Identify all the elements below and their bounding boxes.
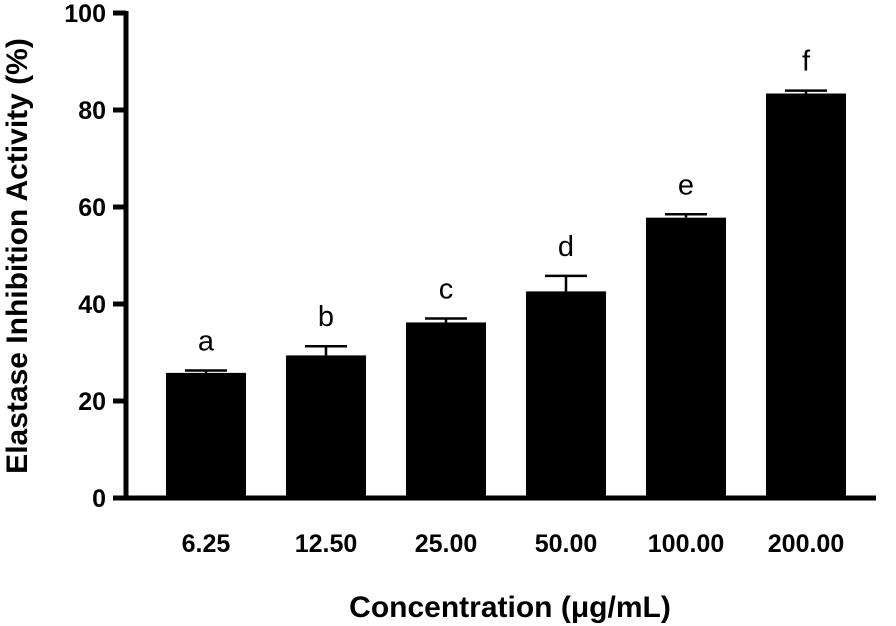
bar — [646, 217, 726, 499]
significance-labels: a b c d e f — [198, 46, 811, 358]
x-axis-ticks: 6.25 12.50 25.00 50.00 100.00 200.00 — [182, 530, 845, 558]
significance-label: a — [198, 325, 215, 357]
bars — [166, 93, 846, 499]
x-tick-label: 200.00 — [768, 530, 844, 558]
significance-label: c — [439, 274, 454, 306]
y-tick-label: 60 — [78, 194, 106, 222]
x-tick-label: 50.00 — [535, 530, 598, 558]
bar — [286, 355, 366, 498]
x-tick-label: 25.00 — [415, 530, 478, 558]
significance-label: d — [558, 231, 574, 263]
error-bars — [185, 89, 827, 373]
y-tick-label: 0 — [92, 485, 106, 513]
bar — [766, 93, 846, 498]
bar — [166, 372, 246, 498]
y-axis-ticks: 0 20 40 60 80 100 — [64, 0, 126, 513]
y-tick-label: 20 — [78, 388, 106, 416]
significance-label: f — [802, 46, 811, 78]
y-tick-label: 80 — [78, 97, 106, 125]
significance-label: e — [678, 169, 694, 201]
x-tick-label: 100.00 — [648, 530, 724, 558]
x-tick-label: 12.50 — [295, 530, 358, 558]
bar — [526, 291, 606, 498]
x-axis-title: Concentration (μg/mL) — [349, 591, 671, 624]
y-tick-label: 100 — [64, 0, 106, 28]
significance-label: b — [318, 301, 334, 333]
y-axis-title: Elastase Inhibition Activity (%) — [1, 38, 34, 474]
x-tick-label: 6.25 — [182, 530, 231, 558]
bar — [406, 322, 486, 498]
y-tick-label: 40 — [78, 291, 106, 319]
